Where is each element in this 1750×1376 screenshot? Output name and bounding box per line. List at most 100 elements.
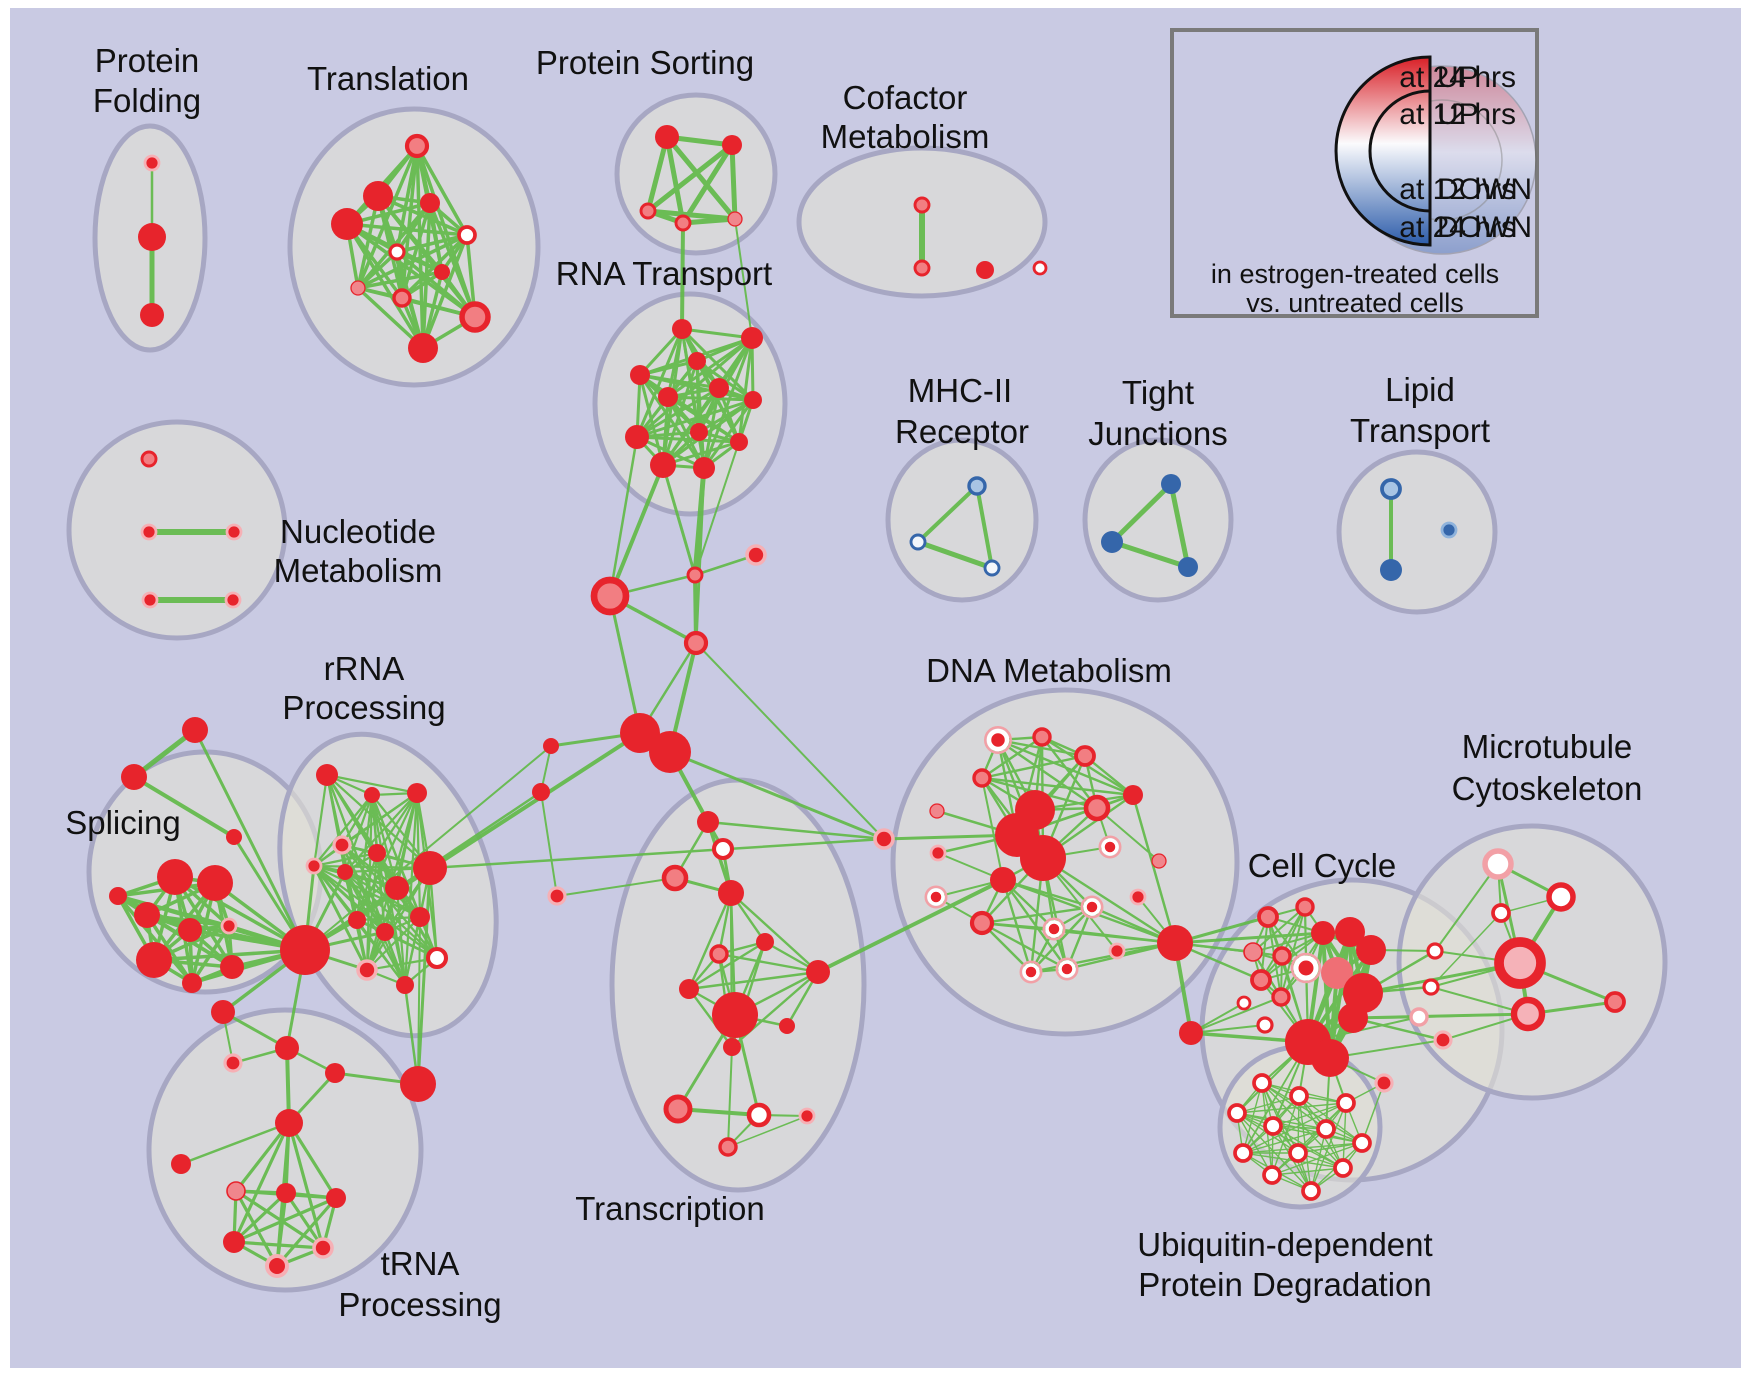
node-tr7 (434, 264, 450, 280)
node-tx15 (798, 1107, 816, 1125)
edge-cc3-cc10 (1260, 932, 1324, 981)
node-dm17 (927, 888, 945, 906)
label-lipid-transport-line2: Transport (1350, 412, 1490, 449)
node-dm11 (1083, 794, 1111, 822)
node-nm1 (140, 450, 158, 468)
label-trna-processing-line2: Processing (338, 1286, 501, 1323)
node-mt7 (1510, 996, 1546, 1032)
legend-note-line1: in estrogen-treated cells (1211, 259, 1499, 289)
node-outerring-dm13 (1098, 835, 1122, 859)
node-ch2 (590, 576, 630, 616)
edge-ub2-ub4 (1236, 1095, 1300, 1114)
edge-tx9-tx12 (687, 987, 734, 1049)
edge-tn8-tn10 (232, 1191, 288, 1244)
edge-rr5-rr13 (312, 864, 369, 972)
edge-ps1-ps3 (645, 134, 670, 214)
edge-ub7-ub9 (1297, 1142, 1363, 1154)
node-tj3 (1178, 557, 1198, 577)
node-cc9 (1321, 957, 1353, 989)
node-dm6 (873, 828, 895, 850)
node-rr7 (337, 864, 353, 880)
node-cf1 (913, 196, 931, 214)
node-tn5 (275, 1109, 303, 1137)
edge-cc13-mt5 (1361, 961, 1522, 995)
node-tn10 (223, 1231, 245, 1253)
edge-tn5-tn10 (232, 1121, 291, 1244)
node-outerring-dm19 (1042, 917, 1066, 941)
node-ch3 (745, 544, 767, 566)
node-ub1 (1252, 1073, 1272, 1093)
edge-rr10-rr12 (355, 915, 422, 922)
edge-rr9-dm6 (428, 837, 886, 870)
node-tr11 (408, 333, 438, 363)
edge-ub4-ub10 (1236, 1112, 1344, 1169)
node-cf2 (913, 259, 931, 277)
edge-rt2-rt12 (702, 336, 754, 470)
edge-cc16-cc15 (1190, 1024, 1266, 1034)
node-tg2 (121, 764, 147, 790)
edge-rt7-rt11 (661, 398, 755, 467)
node-tx1 (697, 811, 719, 833)
node-outerring-dm17 (924, 885, 948, 909)
edge-rr12-rr13 (365, 915, 422, 972)
edge-rr3-rr14 (403, 791, 419, 987)
node-cc10 (1250, 969, 1272, 991)
edge-ub4-ub12 (1236, 1112, 1312, 1192)
node-rr4 (332, 835, 352, 855)
edge-tn5-tn11 (287, 1121, 325, 1250)
node-dm5 (929, 803, 945, 819)
edge-rt6-rt12 (702, 386, 721, 470)
edge-tr4-tr11 (345, 222, 425, 350)
edge-rr10-rr14 (355, 918, 407, 987)
edge-ub10-ub11 (1271, 1167, 1344, 1176)
label-rrna-processing-line2: Processing (282, 689, 445, 726)
edge-rr2-rr5 (312, 793, 374, 868)
edge-tr5-tr9 (400, 233, 469, 300)
node-cc11 (1271, 987, 1291, 1007)
node-cc18 (1311, 1039, 1349, 1077)
legend-halfdisc-12h (1368, 89, 1431, 213)
node-dm2 (1032, 727, 1052, 747)
node-nm2 (140, 523, 158, 541)
node-mt2 (1546, 882, 1576, 912)
node-ps5 (727, 211, 743, 227)
node-rr13 (356, 959, 378, 981)
node-tx11 (779, 1018, 795, 1034)
legend-direction-2: UP (1437, 98, 1479, 131)
edge-dm1-dm11 (996, 738, 1099, 810)
node-rt9 (690, 423, 708, 441)
node-cc12 (1236, 995, 1252, 1011)
node-tr10 (459, 301, 491, 333)
edge-tr1-tr8 (356, 144, 419, 290)
node-cc4 (1335, 917, 1365, 947)
edge-tr1-tr5 (415, 144, 469, 237)
cluster-ellipse-lipid-transport (1336, 449, 1498, 615)
edge-rt2-rt5 (666, 336, 754, 399)
node-dm16 (1129, 888, 1147, 906)
edge-ps1-ps5 (664, 134, 738, 222)
node-tr5 (457, 225, 477, 245)
node-sp9 (109, 887, 127, 905)
node-rr5 (305, 857, 323, 875)
node-pf3 (140, 303, 164, 327)
label-rrna-processing-line1: rRNA (324, 650, 405, 687)
node-tx3 (661, 864, 689, 892)
edge-ub5-ub7 (1272, 1125, 1363, 1144)
edge-rr5-rr10 (312, 864, 359, 922)
node-ub13 (1374, 1073, 1394, 1093)
node-ub2 (1289, 1086, 1309, 1106)
node-tr9 (392, 288, 412, 308)
node-cc20 (1422, 978, 1440, 996)
edge-tr3-tr10 (428, 201, 477, 319)
edge-ub2-ub11 (1271, 1095, 1300, 1176)
edge-tn5-tn6 (179, 1121, 291, 1166)
node-bp2 (649, 731, 691, 773)
edge-tg1-bh0 (193, 728, 307, 952)
edge-tn9-tn10 (232, 1196, 338, 1244)
label-nucleotide-metabolism-line2: Metabolism (274, 552, 443, 589)
node-tn3 (275, 1036, 299, 1060)
edge-ps2-ps4 (680, 142, 735, 226)
node-dm3 (1074, 745, 1096, 767)
label-ubiquitin-dependent-protein-degradation-line1: Ubiquitin-dependent (1137, 1226, 1432, 1263)
